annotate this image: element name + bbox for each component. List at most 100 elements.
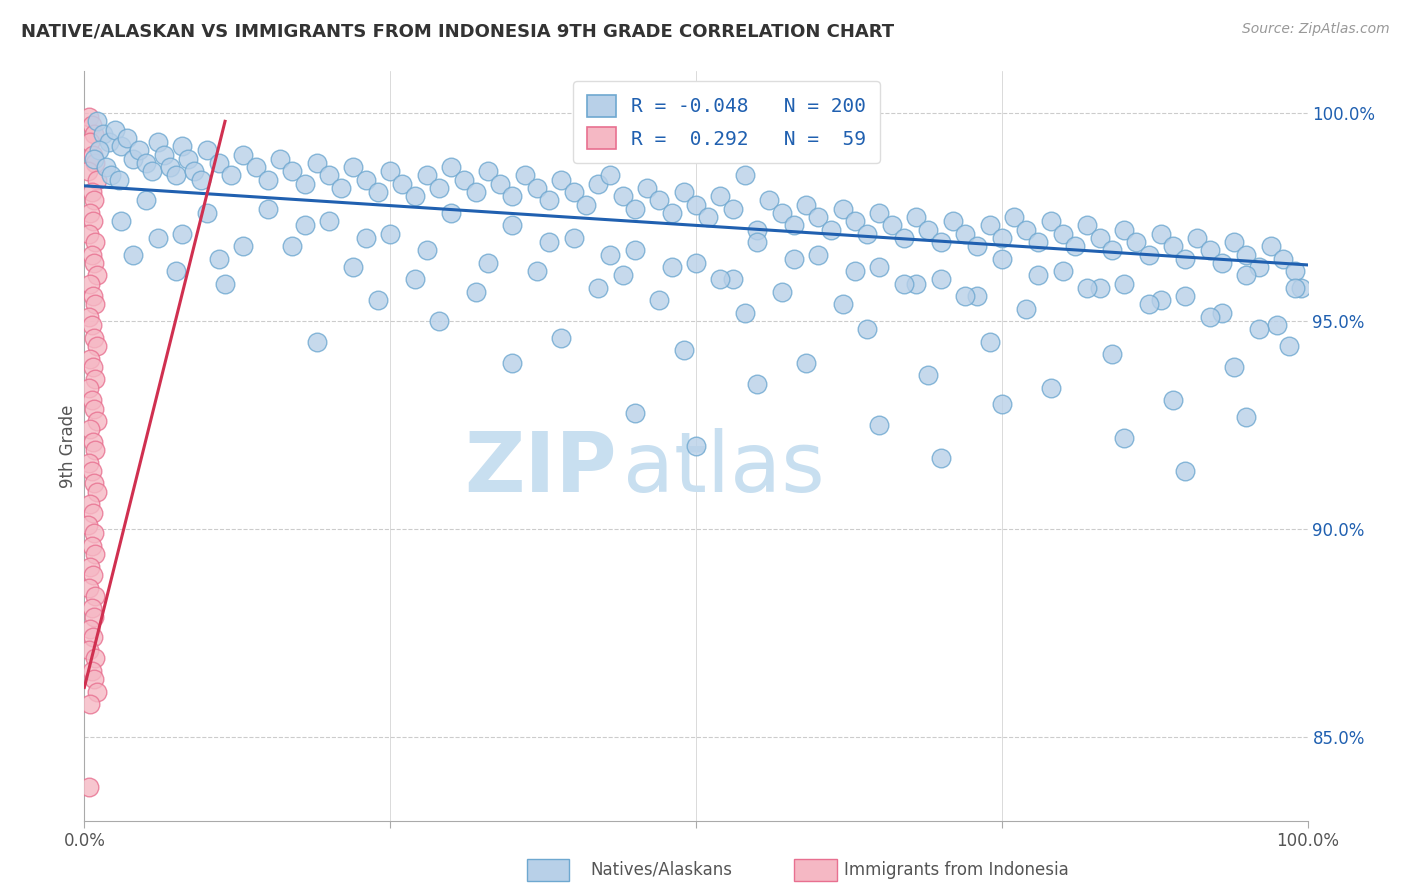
Point bbox=[747, 222, 769, 236]
Point bbox=[86, 414, 108, 428]
Point bbox=[464, 185, 486, 199]
Point bbox=[794, 356, 817, 370]
Point bbox=[77, 164, 100, 178]
Point bbox=[77, 581, 100, 595]
Text: NATIVE/ALASKAN VS IMMIGRANTS FROM INDONESIA 9TH GRADE CORRELATION CHART: NATIVE/ALASKAN VS IMMIGRANTS FROM INDONE… bbox=[21, 22, 894, 40]
Point bbox=[135, 194, 157, 208]
Point bbox=[477, 164, 499, 178]
Point bbox=[86, 114, 108, 128]
Point bbox=[489, 177, 512, 191]
Point bbox=[1247, 260, 1270, 274]
Point bbox=[856, 322, 879, 336]
Point bbox=[624, 202, 647, 216]
Point bbox=[354, 231, 377, 245]
Text: Immigrants from Indonesia: Immigrants from Indonesia bbox=[844, 861, 1069, 879]
Point bbox=[1039, 381, 1062, 395]
Text: atlas: atlas bbox=[623, 428, 824, 509]
Point bbox=[427, 181, 450, 195]
Point bbox=[1265, 318, 1288, 333]
Point bbox=[709, 189, 731, 203]
Point bbox=[83, 609, 105, 624]
Point bbox=[880, 219, 903, 233]
Point bbox=[991, 252, 1014, 266]
Point bbox=[1278, 339, 1301, 353]
Point bbox=[440, 206, 463, 220]
Point bbox=[83, 256, 105, 270]
Point bbox=[80, 119, 103, 133]
Point bbox=[86, 484, 108, 499]
Point bbox=[502, 219, 524, 233]
Point bbox=[1174, 252, 1197, 266]
Point bbox=[844, 214, 866, 228]
Point bbox=[245, 160, 267, 174]
Point bbox=[1114, 277, 1136, 291]
Point bbox=[141, 164, 163, 178]
Point bbox=[624, 244, 647, 258]
Point bbox=[1247, 322, 1270, 336]
Point bbox=[86, 339, 108, 353]
Point bbox=[1015, 222, 1038, 236]
Point bbox=[807, 247, 830, 261]
Point bbox=[953, 289, 976, 303]
Point bbox=[599, 169, 621, 183]
Y-axis label: 9th Grade: 9th Grade bbox=[59, 404, 77, 488]
Point bbox=[1284, 281, 1306, 295]
Point bbox=[464, 285, 486, 299]
Point bbox=[721, 272, 744, 286]
Point bbox=[636, 181, 658, 195]
Point bbox=[648, 293, 671, 308]
Point bbox=[526, 181, 548, 195]
Point bbox=[84, 547, 107, 561]
Point bbox=[87, 144, 110, 158]
Point bbox=[502, 356, 524, 370]
Point bbox=[79, 497, 101, 511]
Point bbox=[758, 194, 780, 208]
Point bbox=[80, 539, 103, 553]
Legend: R = -0.048   N = 200, R =  0.292   N =  59: R = -0.048 N = 200, R = 0.292 N = 59 bbox=[574, 81, 880, 163]
Point bbox=[661, 260, 683, 274]
Point bbox=[1150, 227, 1173, 241]
Point bbox=[146, 135, 169, 149]
Point bbox=[77, 381, 100, 395]
Point bbox=[929, 272, 952, 286]
Point bbox=[550, 172, 572, 186]
Point bbox=[538, 235, 561, 249]
Point bbox=[269, 152, 291, 166]
Point bbox=[86, 268, 108, 283]
Point bbox=[770, 285, 793, 299]
Point bbox=[83, 476, 105, 491]
Point bbox=[697, 210, 720, 224]
Point bbox=[128, 144, 150, 158]
Point bbox=[893, 277, 915, 291]
Point bbox=[84, 443, 107, 458]
Point bbox=[526, 264, 548, 278]
Point bbox=[1039, 214, 1062, 228]
Text: Source: ZipAtlas.com: Source: ZipAtlas.com bbox=[1241, 22, 1389, 37]
Point bbox=[917, 222, 939, 236]
Point bbox=[305, 334, 328, 349]
Point bbox=[1211, 256, 1233, 270]
Point bbox=[612, 189, 634, 203]
Point bbox=[966, 239, 988, 253]
Point bbox=[1015, 301, 1038, 316]
Point bbox=[770, 206, 793, 220]
Point bbox=[84, 651, 107, 665]
Point bbox=[685, 439, 707, 453]
Point bbox=[77, 227, 100, 241]
Point bbox=[84, 372, 107, 386]
Point bbox=[80, 664, 103, 678]
Point bbox=[159, 160, 181, 174]
Point bbox=[380, 164, 402, 178]
Point bbox=[82, 289, 104, 303]
Point bbox=[257, 202, 280, 216]
Point bbox=[942, 214, 965, 228]
Point bbox=[97, 135, 120, 149]
Point bbox=[440, 160, 463, 174]
Point bbox=[1236, 409, 1258, 424]
Point bbox=[747, 376, 769, 391]
Point bbox=[1137, 297, 1160, 311]
Point bbox=[82, 359, 104, 374]
Point bbox=[1284, 264, 1306, 278]
Point bbox=[84, 156, 107, 170]
Point bbox=[1114, 222, 1136, 236]
